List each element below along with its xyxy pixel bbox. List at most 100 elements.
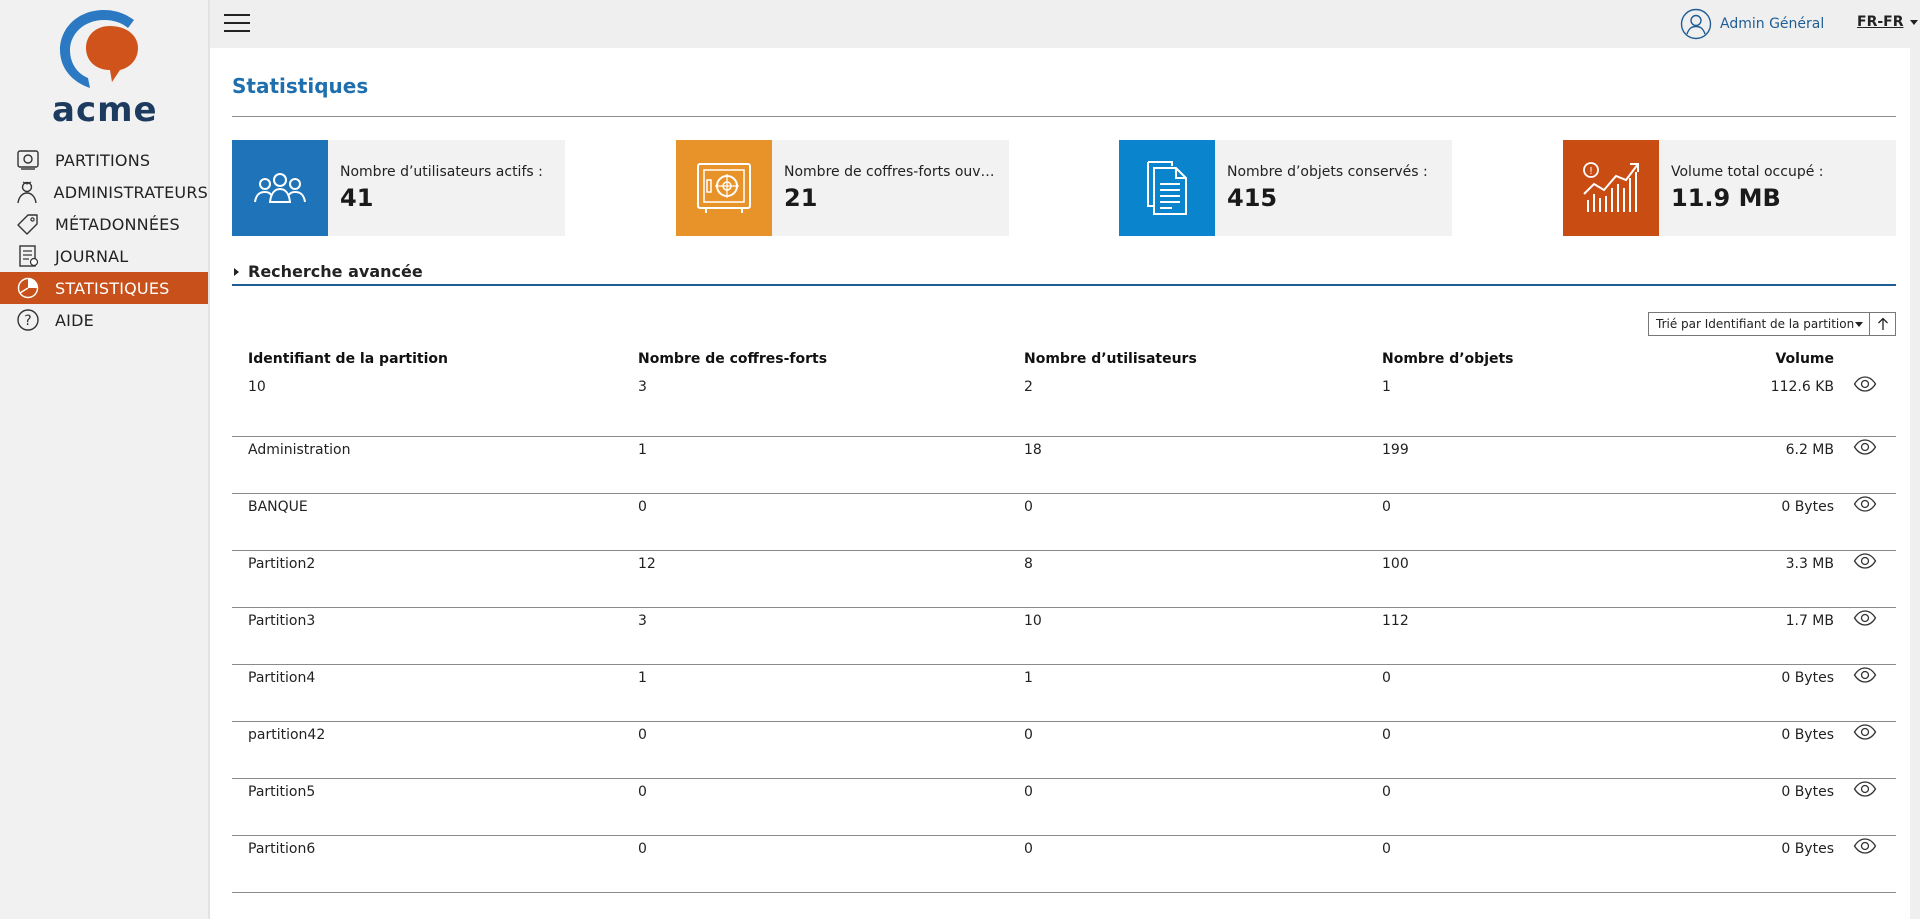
users-cell: 18 [1024, 436, 1382, 494]
sort-control: Trié par Identifiant de la partition [1648, 312, 1896, 336]
safes-cell: 0 [638, 721, 1024, 779]
view-eye-icon[interactable] [1853, 438, 1877, 459]
objects-cell: 112 [1382, 607, 1652, 665]
menu-toggle-icon[interactable] [224, 14, 250, 34]
objects-cell: 0 [1382, 778, 1652, 836]
administrators-icon [14, 179, 41, 205]
view-eye-icon[interactable] [1853, 609, 1877, 630]
sidebar-item-label: AIDE [55, 310, 94, 330]
column-header-users[interactable]: Nombre d’utilisateurs [1024, 351, 1197, 367]
sidebar-item-journal[interactable]: JOURNAL [0, 240, 208, 272]
actions-cell [1834, 550, 1896, 608]
table-header-row: Identifiant de la partition Nombre de co… [232, 344, 1896, 374]
card-active-users: Nombre d’utilisateurs actifs : 41 [232, 140, 565, 236]
table-body: 10 3 2 1 112.6 KB Administration 1 18 199 6.2 MB B… [232, 374, 1896, 893]
partitions-stats-table: Identifiant de la partition Nombre de co… [232, 344, 1896, 893]
advanced-search-toggle[interactable]: Recherche avancée [232, 262, 1896, 286]
volume-cell: 112.6 KB [1652, 374, 1834, 437]
language-selector[interactable]: FR-FR [1857, 14, 1918, 30]
objects-cell: 1 [1382, 374, 1652, 437]
users-cell: 0 [1024, 835, 1382, 893]
tag-icon [14, 211, 42, 237]
safes-cell: 0 [638, 778, 1024, 836]
safes-cell: 0 [638, 835, 1024, 893]
svg-text:!: ! [1589, 166, 1593, 177]
card-label: Volume total occupé : [1671, 164, 1824, 180]
partition-id-cell: 10 [232, 374, 638, 437]
partition-id-cell: Administration [232, 436, 638, 494]
view-eye-icon[interactable] [1853, 723, 1877, 744]
caret-right-icon [234, 268, 239, 276]
actions-cell [1834, 721, 1896, 779]
title-divider [232, 116, 1896, 117]
volume-cell: 6.2 MB [1652, 436, 1834, 494]
table-row: Partition3 3 10 112 1.7 MB [232, 607, 1896, 665]
objects-cell: 0 [1382, 493, 1652, 551]
page-title: Statistiques [232, 74, 369, 98]
users-cell: 10 [1024, 607, 1382, 665]
safes-cell: 3 [638, 374, 1024, 437]
view-eye-icon[interactable] [1853, 837, 1877, 858]
language-label: FR-FR [1857, 14, 1904, 30]
users-cell: 0 [1024, 721, 1382, 779]
actions-cell [1834, 374, 1896, 437]
growth-chart-icon: ! [1563, 140, 1659, 236]
sort-direction-button[interactable] [1870, 312, 1896, 336]
objects-cell: 0 [1382, 664, 1652, 722]
actions-cell [1834, 607, 1896, 665]
users-cell: 2 [1024, 374, 1382, 437]
objects-cell: 199 [1382, 436, 1652, 494]
view-eye-icon[interactable] [1853, 666, 1877, 687]
users-cell: 0 [1024, 778, 1382, 836]
sort-select[interactable]: Trié par Identifiant de la partition [1648, 312, 1870, 336]
view-eye-icon[interactable] [1853, 552, 1877, 573]
table-row: Partition2 12 8 100 3.3 MB [232, 550, 1896, 608]
safes-cell: 1 [638, 436, 1024, 494]
user-menu[interactable]: Admin Général [1680, 8, 1824, 40]
sidebar-item-statistics[interactable]: STATISTIQUES [0, 272, 208, 304]
summary-cards: Nombre d’utilisateurs actifs : 41 Nombre… [232, 140, 1896, 236]
objects-cell: 100 [1382, 550, 1652, 608]
card-label: Nombre d’utilisateurs actifs : [340, 164, 543, 180]
chevron-down-icon [1909, 19, 1918, 25]
sidebar-item-label: PARTITIONS [55, 150, 151, 170]
sidebar-item-partitions[interactable]: PARTITIONS [0, 144, 208, 176]
volume-cell: 0 Bytes [1652, 835, 1834, 893]
logo-bubble-icon [60, 10, 138, 88]
card-total-volume: ! Volume total occupé : 11.9 MB [1563, 140, 1896, 236]
sidebar-item-help[interactable]: ? AIDE [0, 304, 208, 336]
partition-id-cell: Partition2 [232, 550, 638, 608]
column-header-volume[interactable]: Volume [1775, 351, 1834, 367]
sidebar-nav: PARTITIONS ADMINISTRATEURS MÉTADONNÉES J… [0, 144, 208, 336]
volume-cell: 0 Bytes [1652, 721, 1834, 779]
view-eye-icon[interactable] [1853, 780, 1877, 801]
top-bar: Admin Général FR-FR [210, 0, 1920, 48]
safes-cell: 3 [638, 607, 1024, 665]
actions-cell [1834, 436, 1896, 494]
card-value: 41 [340, 184, 374, 212]
volume-cell: 0 Bytes [1652, 778, 1834, 836]
objects-cell: 0 [1382, 835, 1652, 893]
column-header-objects[interactable]: Nombre d’objets [1382, 351, 1514, 367]
sidebar-item-label: MÉTADONNÉES [55, 214, 180, 234]
table-row: Administration 1 18 199 6.2 MB [232, 436, 1896, 494]
sidebar-item-administrators[interactable]: ADMINISTRATEURS [0, 176, 208, 208]
view-eye-icon[interactable] [1853, 376, 1877, 396]
table-row: partition42 0 0 0 0 Bytes [232, 721, 1896, 779]
sidebar-item-metadata[interactable]: MÉTADONNÉES [0, 208, 208, 240]
actions-cell [1834, 835, 1896, 893]
acme-logo[interactable]: acme [52, 6, 157, 130]
safes-cell: 0 [638, 493, 1024, 551]
actions-cell [1834, 778, 1896, 836]
safes-cell: 12 [638, 550, 1024, 608]
view-eye-icon[interactable] [1853, 495, 1877, 516]
column-header-safes[interactable]: Nombre de coffres-forts [638, 351, 828, 367]
pie-chart-icon [14, 275, 42, 301]
sidebar-item-label: STATISTIQUES [55, 278, 170, 298]
column-header-partition-id[interactable]: Identifiant de la partition [248, 351, 448, 367]
card-stored-objects: Nombre d’objets conservés : 415 [1119, 140, 1452, 236]
volume-cell: 0 Bytes [1652, 493, 1834, 551]
partition-id-cell: Partition6 [232, 835, 638, 893]
safe-icon [676, 140, 772, 236]
safes-cell: 1 [638, 664, 1024, 722]
